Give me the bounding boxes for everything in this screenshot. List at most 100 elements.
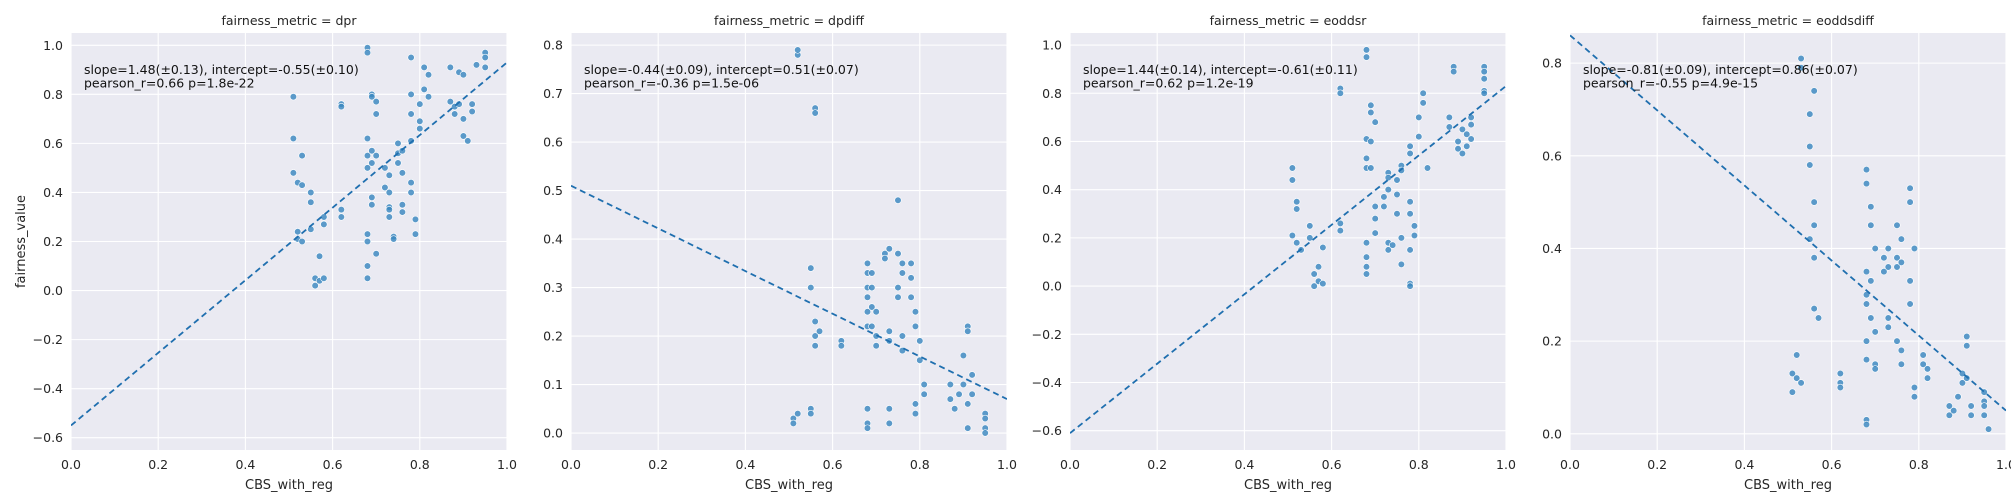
panel-title: fairness_metric = eoddsr [1210,13,1368,28]
data-point [420,85,428,94]
data-point [894,196,902,204]
data-point [1371,229,1379,237]
data-point [1371,118,1379,126]
data-point [1397,234,1405,242]
data-point [863,405,872,413]
data-point [289,93,297,101]
data-point [372,152,380,160]
data-point [1862,356,1871,364]
data-point [1397,260,1405,268]
data-point [1862,179,1871,188]
data-point [363,230,372,238]
data-point [1945,411,1953,419]
data-point [298,152,306,160]
data-point [1884,263,1892,271]
data-point [459,132,468,140]
data-point [1906,198,1914,206]
data-point [337,206,345,214]
data-point [916,337,924,345]
data-point [1463,142,1471,150]
data-point [1480,67,1488,76]
data-point [411,215,420,224]
data-point [964,327,972,335]
data-point [1806,142,1814,151]
data-point [1362,46,1371,54]
y-tick-label: 0.4 [43,185,63,200]
data-point [1797,379,1805,387]
data-point [372,250,380,258]
data-point [1871,365,1879,373]
data-point [807,410,815,418]
y-tick-label: 1.0 [1042,38,1062,53]
data-point [407,179,415,187]
data-point [398,169,406,177]
data-point [1393,190,1401,199]
data-point [1306,222,1314,230]
data-point [981,429,989,437]
data-point [1967,402,1975,410]
data-point [1406,142,1414,150]
data-point [1362,239,1371,247]
x-tick-label: 1.0 [1996,457,2011,472]
y-tick-label: 0.0 [1042,279,1062,294]
data-point [815,327,824,335]
data-point [1897,258,1905,266]
y-tick-label: 0.8 [543,38,563,53]
data-point [1967,411,1975,419]
data-point [1810,305,1818,313]
data-point [1980,411,1988,419]
data-point [907,274,915,282]
panel-title: fairness_metric = dpr [221,13,357,28]
data-point [363,274,372,282]
data-point [481,63,489,71]
y-tick-label: −0.6 [33,430,63,445]
data-point [968,390,976,398]
x-tick-label: 0.8 [1909,457,1929,472]
y-tick-label: 0.4 [1042,182,1062,197]
data-point [1797,54,1805,63]
annotation-line-1: slope=1.44(±0.14), intercept=-0.61(±0.11… [1083,62,1358,77]
data-point [868,283,876,292]
data-point [372,110,380,118]
data-point [398,208,406,216]
fit-line [71,61,507,427]
data-point [1867,203,1875,211]
data-point [885,419,893,427]
data-point [894,283,902,292]
x-tick-label: 0.6 [1322,457,1342,472]
data-point [872,308,880,316]
data-point [1371,202,1379,211]
data-point [1906,277,1914,285]
data-point [1810,221,1818,229]
y-axis-label: fairness_value [14,195,29,288]
data-point [1367,137,1375,146]
annotation-line-2: pearson_r=0.62 p=1.2e-19 [1083,76,1254,91]
data-point [1423,164,1432,172]
data-point [363,134,372,143]
data-point [1293,239,1301,247]
data-point [881,254,889,263]
data-point [446,63,454,71]
x-tick-label: 0.6 [323,457,343,472]
data-point [894,293,902,301]
data-point [468,100,476,108]
data-point [1836,369,1844,378]
data-point [398,201,406,209]
data-point [964,424,972,432]
data-point [1367,108,1375,117]
data-point [1288,231,1296,240]
data-point [907,259,915,267]
x-tick-label: 0.2 [648,457,668,472]
data-point [368,147,376,155]
panel-2: 0.0 0.2 0.4 0.6 0.8 1.0 0.0 0.1 0.2 0.3 0.4 0.5 0.6 0… [543,13,1017,493]
data-point [898,332,906,340]
data-point [885,405,893,413]
data-point [1480,75,1488,83]
data-point [1314,263,1323,271]
data-point [911,410,920,418]
data-point [1814,314,1823,322]
y-tick-label: 0.4 [543,232,563,247]
data-point [1367,101,1375,109]
y-tick-label: 0.2 [1042,230,1062,245]
x-tick-label: 0.6 [1822,457,1842,472]
